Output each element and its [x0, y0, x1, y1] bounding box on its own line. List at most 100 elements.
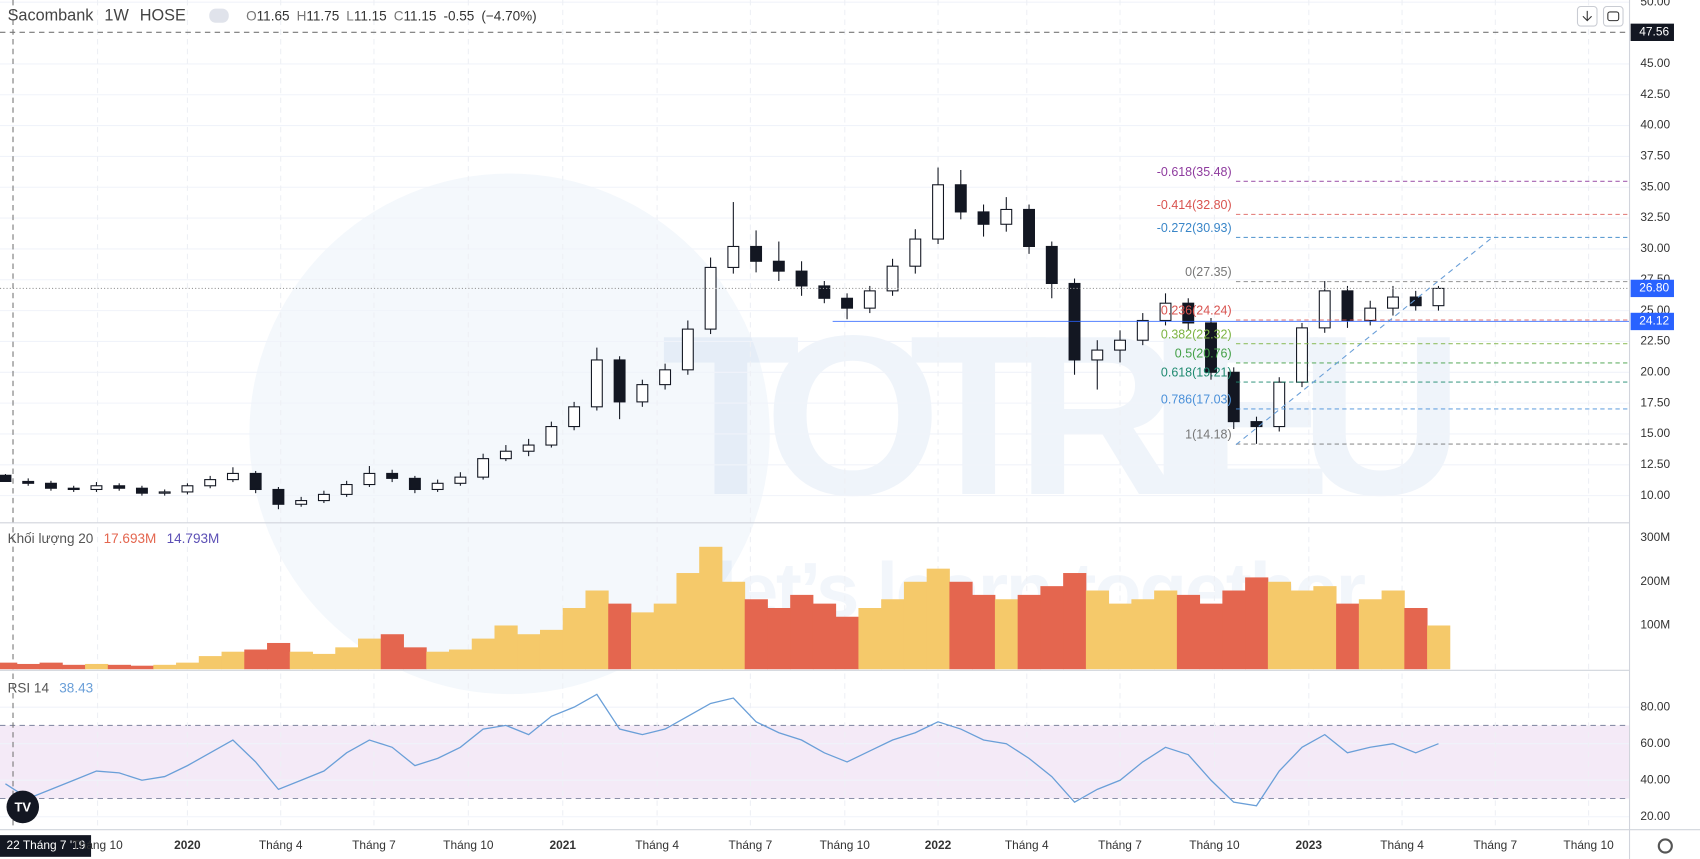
candle-body — [204, 479, 217, 487]
low-value: 11.15 — [354, 8, 387, 23]
volume-bar — [0, 662, 18, 670]
candle-body — [1227, 371, 1240, 423]
y-tick-label: 10.00 — [1640, 488, 1670, 502]
change-value: -0.55 — [443, 8, 474, 23]
x-tick-label: 2022 — [925, 838, 952, 852]
fib-level-label: -0.272(30.93) — [1157, 221, 1232, 235]
y-tick-label: 20.00 — [1640, 809, 1670, 823]
symbol: Sacombank — [8, 7, 95, 25]
candle-body — [727, 245, 740, 268]
volume-bar — [699, 546, 723, 670]
fib-level-label: 0.382(22.32) — [1161, 327, 1232, 341]
fib-level-label: 1(14.18) — [1185, 428, 1231, 442]
visibility-toggle[interactable] — [209, 8, 229, 23]
volume-bar — [790, 594, 814, 670]
volume-bar — [1176, 594, 1201, 670]
volume-bar — [767, 607, 791, 670]
y-tick-label: 40.00 — [1640, 772, 1670, 786]
candle-body — [1364, 307, 1377, 322]
volume-bar — [1222, 590, 1246, 670]
rsi-legend: RSI 14 38.43 — [8, 680, 94, 695]
volume-bar — [85, 663, 109, 670]
settings-button[interactable] — [1657, 838, 1673, 854]
candle-body — [135, 487, 148, 494]
reset-button[interactable] — [1602, 5, 1624, 27]
close-value: 11.15 — [404, 8, 437, 23]
volume-bar — [380, 634, 404, 670]
logo-button[interactable] — [6, 790, 40, 824]
x-tick-label: Tháng 4 — [259, 838, 303, 852]
volume-bar — [585, 590, 609, 670]
candle-body — [886, 265, 899, 292]
candle-body — [522, 444, 535, 452]
volume-bar — [16, 663, 41, 670]
crosshair-date-label: 22 Tháng 7 '19 — [7, 838, 86, 852]
x-tick-label: Tháng 7 — [1098, 838, 1142, 852]
volume-bar — [176, 662, 200, 670]
volume-bar — [949, 581, 973, 670]
volume-bar — [1063, 573, 1087, 670]
candle-body — [477, 458, 490, 478]
y-tick-label: 30.00 — [1640, 241, 1670, 255]
candle-body — [1318, 290, 1331, 329]
interval: 1W — [104, 7, 129, 25]
volume-bar — [107, 664, 131, 670]
candle-body — [1296, 327, 1308, 383]
candle-body — [44, 482, 57, 489]
ohlc-label: C — [394, 8, 404, 23]
candle-body — [408, 477, 421, 491]
candle-body — [1205, 322, 1217, 373]
high-value: 11.75 — [306, 8, 339, 23]
x-tick-label: Tháng 4 — [635, 838, 679, 852]
candle-body — [340, 483, 353, 495]
volume-bar — [972, 594, 996, 670]
volume-bar — [994, 599, 1019, 670]
y-tick-label: 15.00 — [1640, 426, 1670, 440]
fib-level-label: 0.236(24.24) — [1161, 304, 1232, 318]
candle-body — [932, 184, 945, 240]
volume-bar — [1131, 599, 1155, 670]
candle-body — [0, 474, 12, 482]
volume-bar — [858, 607, 882, 670]
toolbar-buttons — [1576, 5, 1624, 27]
candle-body — [67, 487, 80, 491]
candle-body — [317, 493, 330, 502]
x-tick-label: Tháng 10 — [1189, 838, 1240, 852]
logo-icon: TV — [14, 799, 31, 814]
candle-body — [818, 285, 831, 299]
y-tick-label: 40.00 — [1640, 118, 1670, 132]
candle-body — [1091, 349, 1104, 361]
volume-bar — [221, 651, 245, 670]
y-tick-label: 37.50 — [1640, 149, 1670, 163]
candle-body — [1273, 381, 1286, 428]
candle-body — [158, 491, 171, 494]
fib-level-label: -0.618(35.48) — [1157, 165, 1232, 179]
change-percent: (−4.70%) — [481, 8, 536, 23]
volume-value: 17.693M — [104, 531, 157, 546]
y-tick-label: 12.50 — [1640, 457, 1670, 471]
volume-bar — [653, 603, 677, 670]
ohlc-label: O — [246, 8, 257, 23]
candle-body — [181, 485, 194, 493]
volume-bar — [1336, 603, 1360, 670]
volume-bar — [517, 634, 541, 670]
volume-bar — [903, 581, 928, 670]
candle-body — [659, 369, 672, 386]
x-tick-label: Tháng 10 — [1563, 838, 1614, 852]
volume-bar — [1267, 581, 1292, 670]
x-tick-label: Tháng 10 — [72, 838, 123, 852]
candle-body — [113, 485, 126, 489]
volume-bar — [39, 662, 63, 670]
volume-bar — [289, 651, 313, 670]
fib-level-label: 0.786(17.03) — [1161, 393, 1232, 407]
y-tick-label: 17.50 — [1640, 395, 1670, 409]
candle-body — [249, 472, 262, 491]
volume-bar — [812, 603, 837, 670]
x-tick-label: Tháng 7 — [729, 838, 773, 852]
reset-icon — [1607, 11, 1620, 22]
ohlc-label: L — [346, 8, 354, 23]
exchange: HOSE — [140, 7, 186, 25]
candle-body — [226, 472, 239, 481]
candle-body — [295, 500, 308, 505]
